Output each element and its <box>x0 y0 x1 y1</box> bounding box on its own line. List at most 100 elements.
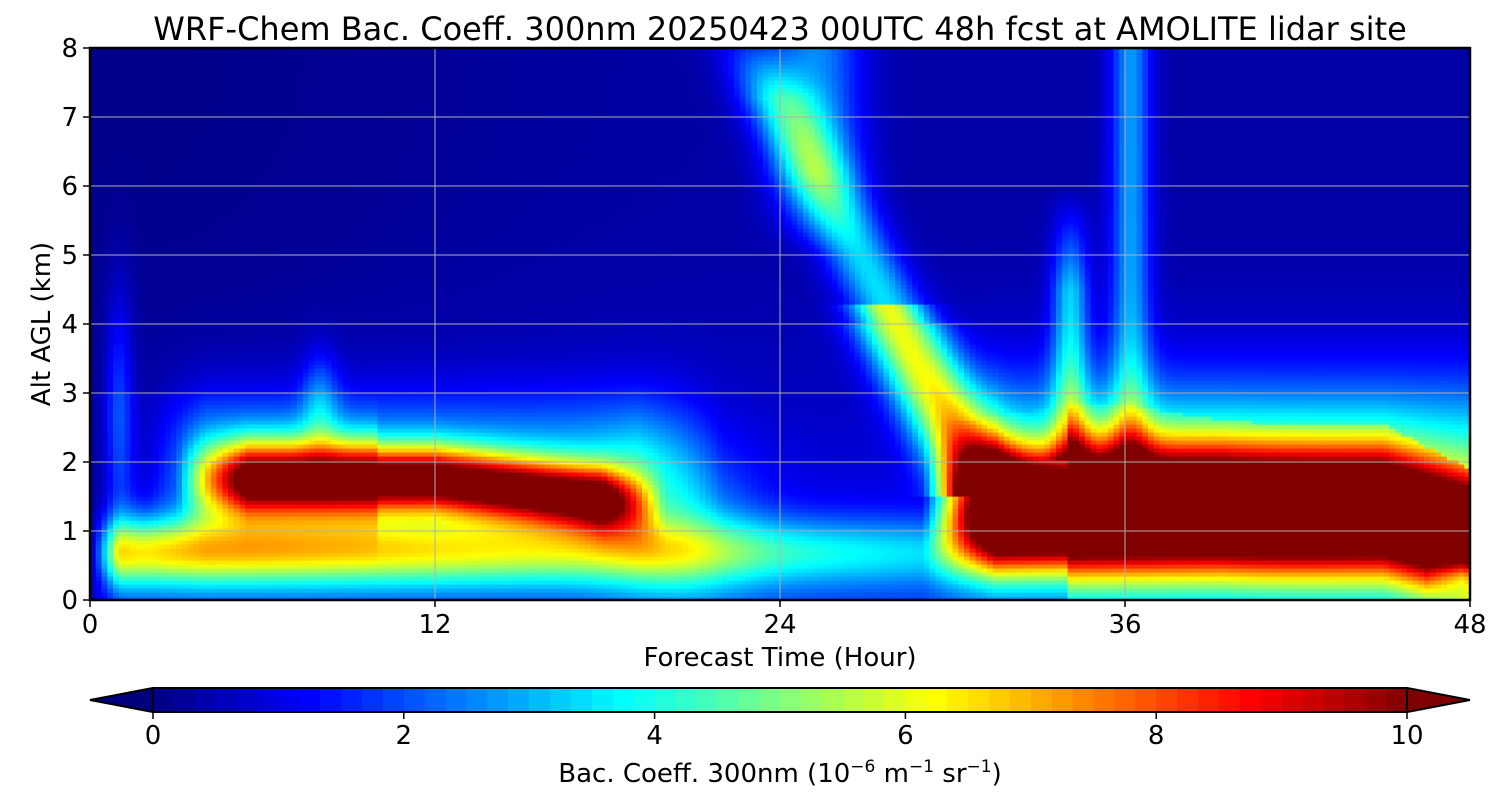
heatmap-cell <box>1096 544 1102 549</box>
heatmap-cell <box>1280 592 1286 597</box>
heatmap-cell <box>826 584 832 589</box>
heatmap-cell <box>343 540 349 545</box>
heatmap-cell <box>930 592 936 597</box>
heatmap-cell <box>746 552 752 557</box>
heatmap-cell <box>1114 588 1120 593</box>
heatmap-cell <box>544 572 550 577</box>
heatmap-cell <box>987 584 993 589</box>
heatmap-cell <box>659 560 665 565</box>
heatmap-cell <box>1223 564 1229 569</box>
heatmap-cell <box>1096 584 1102 589</box>
heatmap-cell <box>861 580 867 585</box>
heatmap-cell <box>815 588 821 593</box>
heatmap-cell <box>401 536 407 541</box>
heatmap-cell <box>613 588 619 593</box>
heatmap-cell <box>372 576 378 581</box>
heatmap-cell <box>1309 588 1315 593</box>
heatmap-cell <box>412 592 418 597</box>
heatmap-cell <box>159 580 165 585</box>
heatmap-cell <box>539 552 545 557</box>
heatmap-cell <box>418 592 424 597</box>
heatmap-cell <box>1344 544 1350 549</box>
heatmap-cell <box>786 564 792 569</box>
heatmap-cell <box>924 588 930 593</box>
heatmap-cell <box>941 584 947 589</box>
heatmap-cell <box>1050 580 1056 585</box>
heatmap-cell <box>1413 572 1419 577</box>
heatmap-cell <box>1022 572 1028 577</box>
heatmap-cell <box>723 572 729 577</box>
heatmap-cell <box>751 564 757 569</box>
heatmap-cell <box>1332 576 1338 581</box>
heatmap-cell <box>1137 576 1143 581</box>
heatmap-cell <box>935 564 941 569</box>
heatmap-cell <box>326 548 332 553</box>
heatmap-cell <box>1022 580 1028 585</box>
heatmap-cell <box>527 556 533 561</box>
heatmap-cell <box>849 572 855 577</box>
heatmap-cell <box>1234 568 1240 573</box>
heatmap-cell <box>406 544 412 549</box>
heatmap-cell <box>412 556 418 561</box>
heatmap-cell <box>1079 588 1085 593</box>
heatmap-cell <box>999 536 1005 541</box>
heatmap-cell <box>487 532 493 537</box>
heatmap-cell <box>176 568 182 573</box>
heatmap-cell <box>1045 592 1051 597</box>
heatmap-cell <box>694 576 700 581</box>
heatmap-cell <box>1096 588 1102 593</box>
heatmap-cell <box>1378 576 1384 581</box>
heatmap-cell <box>1160 548 1166 553</box>
heatmap-cell <box>694 560 700 565</box>
heatmap-cell <box>757 556 763 561</box>
heatmap-cell <box>286 588 292 593</box>
heatmap-cell <box>625 540 631 545</box>
heatmap-cell <box>694 544 700 549</box>
heatmap-cell <box>970 560 976 565</box>
heatmap-cell <box>176 576 182 581</box>
heatmap-cell <box>1252 552 1258 557</box>
heatmap-cell <box>567 592 573 597</box>
heatmap-cell <box>1194 548 1200 553</box>
heatmap-cell <box>780 580 786 585</box>
heatmap-cell <box>602 548 608 553</box>
heatmap-cell <box>475 532 481 537</box>
heatmap-cell <box>182 540 188 545</box>
heatmap-cell <box>901 560 907 565</box>
heatmap-cell <box>1142 588 1148 593</box>
heatmap-cell <box>585 540 591 545</box>
heatmap-cell <box>878 560 884 565</box>
heatmap-cell <box>314 548 320 553</box>
heatmap-cell <box>947 568 953 573</box>
heatmap-cell <box>176 560 182 565</box>
heatmap-cell <box>631 540 637 545</box>
heatmap-cell <box>544 544 550 549</box>
heatmap-cell <box>309 552 315 557</box>
heatmap-cell <box>142 540 148 545</box>
heatmap-cell <box>1102 548 1108 553</box>
heatmap-cell <box>820 588 826 593</box>
heatmap-cell <box>458 552 464 557</box>
heatmap-cell <box>636 580 642 585</box>
heatmap-cell <box>740 580 746 585</box>
heatmap-cell <box>343 560 349 565</box>
heatmap-cell <box>993 544 999 549</box>
heatmap-cell <box>642 572 648 577</box>
heatmap-cell <box>797 564 803 569</box>
heatmap-cell <box>389 532 395 537</box>
heatmap-cell <box>1177 560 1183 565</box>
heatmap-cell <box>1125 576 1131 581</box>
heatmap-cell <box>102 580 108 585</box>
heatmap-cell <box>1384 536 1390 541</box>
heatmap-cell <box>746 548 752 553</box>
heatmap-cell <box>153 560 159 565</box>
heatmap-cell <box>1194 580 1200 585</box>
heatmap-cell <box>303 556 309 561</box>
heatmap-cell <box>1436 544 1442 549</box>
heatmap-cell <box>1033 580 1039 585</box>
heatmap-cell <box>1436 556 1442 561</box>
heatmap-cell <box>1395 536 1401 541</box>
heatmap-cell <box>360 580 366 585</box>
heatmap-cell <box>757 592 763 597</box>
heatmap-cell <box>792 548 798 553</box>
